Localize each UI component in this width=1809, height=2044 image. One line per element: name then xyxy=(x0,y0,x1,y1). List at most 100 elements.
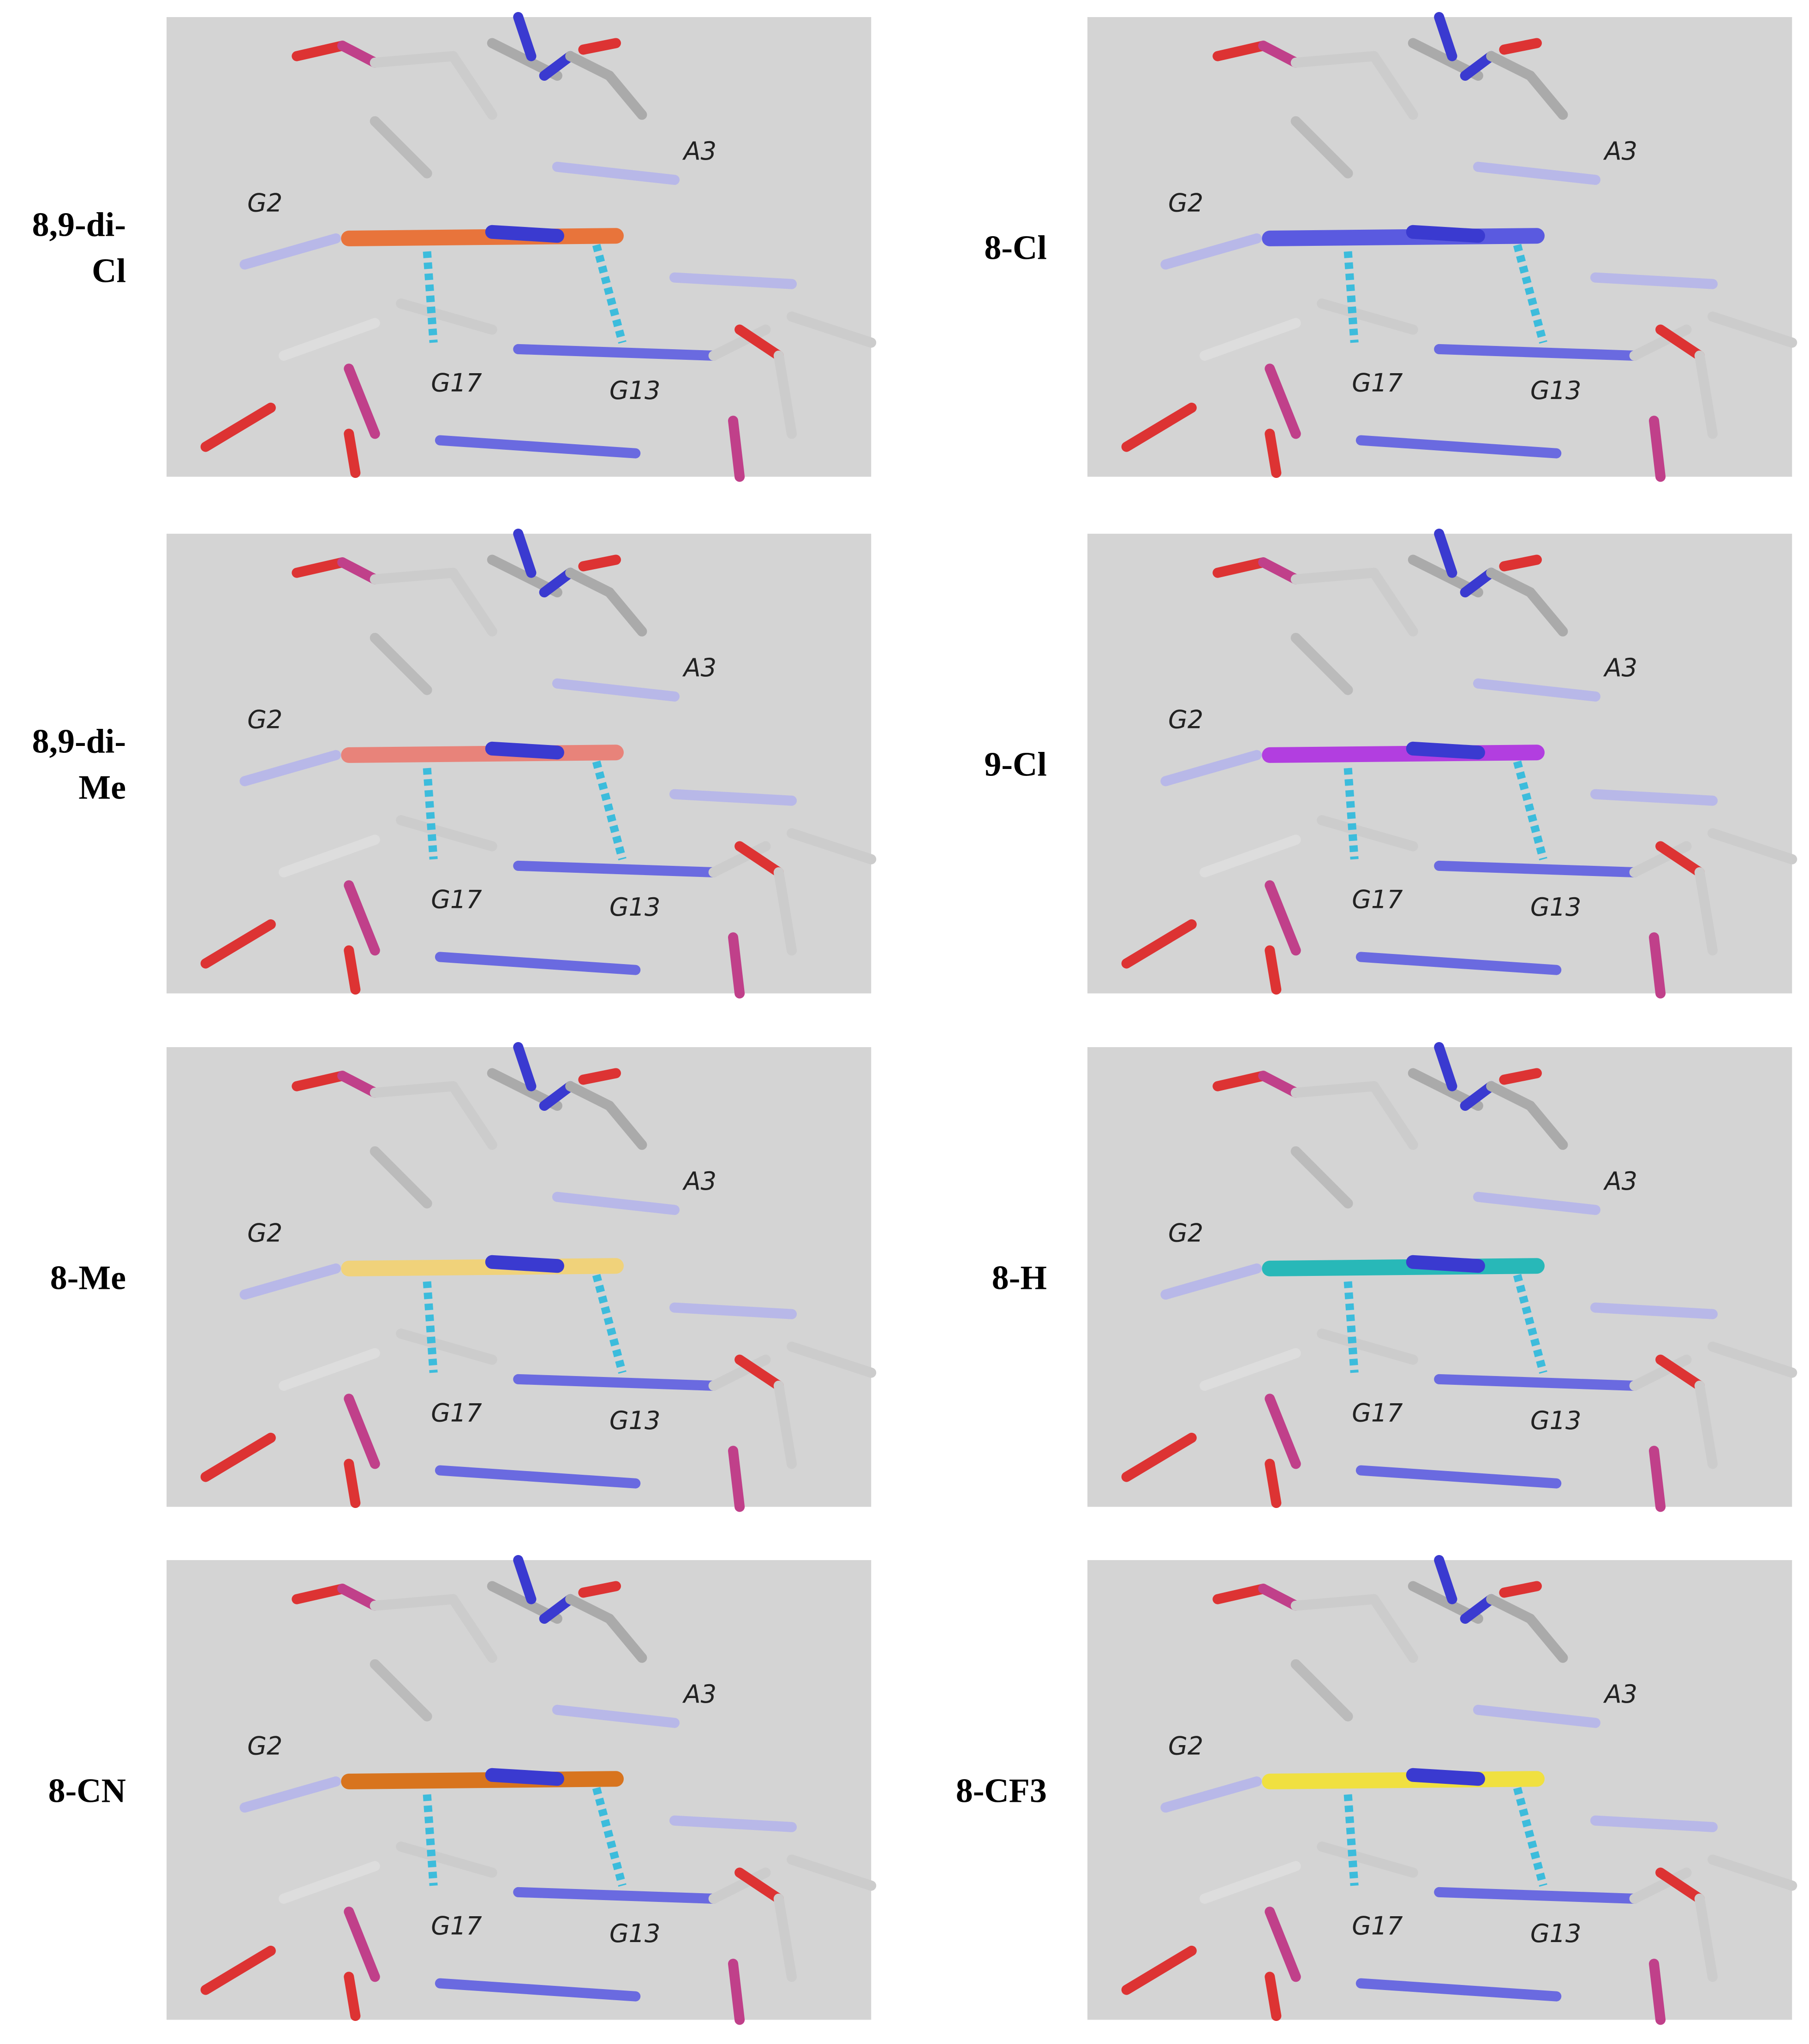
panel: G2 A3 G17 G13 xyxy=(167,1555,877,2025)
stick xyxy=(1655,324,1705,361)
stick xyxy=(1649,1446,1666,1512)
stick xyxy=(773,867,797,956)
stick xyxy=(1265,364,1301,439)
stick xyxy=(200,1945,276,1995)
stick xyxy=(370,632,432,695)
stick xyxy=(435,952,641,975)
stick xyxy=(279,318,380,361)
stick xyxy=(708,1867,771,1904)
stick xyxy=(1121,1432,1197,1482)
stick xyxy=(1355,1465,1562,1489)
stick xyxy=(1200,1348,1301,1391)
stick xyxy=(448,567,497,637)
stick xyxy=(1317,815,1418,852)
stick xyxy=(396,1841,497,1878)
stick xyxy=(1212,1584,1269,1604)
stick xyxy=(1708,1341,1797,1378)
stick xyxy=(1258,1584,1301,1611)
stick xyxy=(1200,1861,1301,1904)
stick xyxy=(1499,1068,1542,1085)
residue-label: G17 xyxy=(1352,1398,1403,1427)
ligand xyxy=(1262,228,1545,246)
stick xyxy=(292,1584,348,1604)
stick xyxy=(1649,416,1666,482)
stick xyxy=(1486,1594,1535,1624)
ligand-ring xyxy=(1406,225,1485,243)
stick xyxy=(1655,1867,1705,1904)
stick xyxy=(1265,945,1282,995)
stick xyxy=(1590,272,1718,289)
stick xyxy=(1369,1081,1418,1150)
stick xyxy=(1434,12,1457,61)
stick xyxy=(1434,1374,1640,1391)
stick xyxy=(539,51,576,81)
stick xyxy=(370,1081,459,1098)
panel-label: 8-Cl xyxy=(984,229,1047,267)
stick xyxy=(1473,678,1600,702)
stick xyxy=(513,860,719,877)
panel-label: Me xyxy=(78,769,126,806)
stick xyxy=(565,1081,615,1111)
stick xyxy=(1290,632,1353,695)
stick xyxy=(344,945,361,995)
stick xyxy=(1460,51,1497,81)
stick xyxy=(1708,311,1797,348)
stick xyxy=(396,815,497,852)
stacking-contact xyxy=(423,1794,438,1886)
residue-label: G2 xyxy=(247,705,282,734)
stick xyxy=(787,1341,877,1378)
stick xyxy=(292,557,348,578)
ligand-ring xyxy=(485,1255,564,1273)
panel-label: 8-H xyxy=(992,1259,1047,1297)
residue-label: G17 xyxy=(431,885,482,914)
ligand xyxy=(341,228,624,246)
panel: G2 A3 G17 G13 xyxy=(167,12,877,482)
panel: G2 A3 G17 G13 xyxy=(167,1042,877,1512)
residue-label: G2 xyxy=(247,1732,282,1761)
stick xyxy=(513,1887,719,1904)
stick xyxy=(344,1907,380,1982)
stick xyxy=(1317,1841,1418,1878)
stick xyxy=(1265,1394,1301,1469)
panel-background xyxy=(167,17,872,477)
residue-label: G13 xyxy=(1530,1406,1582,1435)
stick xyxy=(1629,1354,1692,1391)
stick xyxy=(1525,1101,1568,1150)
stick xyxy=(1694,867,1718,956)
residue-label: G2 xyxy=(1168,1732,1203,1761)
stick xyxy=(773,1380,797,1469)
stacking-contact xyxy=(1513,244,1547,344)
stick xyxy=(1694,350,1718,439)
stick xyxy=(1290,1594,1379,1611)
stick xyxy=(1655,841,1705,877)
stick xyxy=(1434,529,1457,578)
stick xyxy=(578,1068,621,1085)
stick xyxy=(1434,1042,1457,1091)
stick xyxy=(513,1042,537,1091)
stick xyxy=(344,1972,361,2021)
stick xyxy=(435,1465,641,1489)
stacking-contact xyxy=(1513,1787,1547,1887)
stick xyxy=(539,1594,576,1624)
panel: G2 A3 G17 G13 xyxy=(1087,1042,1797,1512)
stick xyxy=(734,841,784,877)
stacking-contact xyxy=(423,251,438,343)
stick xyxy=(370,116,432,179)
residue-label: G2 xyxy=(247,189,282,218)
stick xyxy=(669,1815,797,1832)
residue-label: G13 xyxy=(1530,1919,1582,1948)
residue-label: G13 xyxy=(609,1406,661,1435)
stick xyxy=(1434,1555,1457,1604)
stick xyxy=(513,1555,537,1604)
stick xyxy=(604,587,647,637)
stick xyxy=(396,1329,497,1365)
residue-label: G17 xyxy=(1352,885,1403,914)
stick xyxy=(787,311,877,348)
stick xyxy=(1590,1302,1718,1319)
stick xyxy=(734,324,784,361)
residue-label: A3 xyxy=(682,653,716,682)
residue-label: A3 xyxy=(1603,1167,1637,1196)
stick xyxy=(1290,51,1379,68)
ligand xyxy=(1262,745,1545,763)
stacking-contact xyxy=(423,768,438,860)
